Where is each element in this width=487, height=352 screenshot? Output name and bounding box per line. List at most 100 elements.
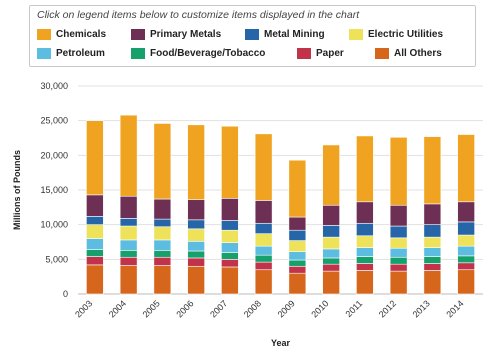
bar-segment-petroleum[interactable] (322, 248, 340, 259)
bar-segment-metal-mining[interactable] (86, 216, 104, 225)
bar-segment-chemicals[interactable] (356, 135, 374, 203)
bar-segment-electric-utilities[interactable] (86, 224, 104, 239)
bar-segment-metal-mining[interactable] (457, 221, 475, 236)
bar-segment-chemicals[interactable] (254, 133, 273, 201)
bar-segment-chemicals[interactable] (322, 144, 340, 206)
bar-segment-petroleum[interactable] (86, 238, 104, 250)
bar-segment-primary-metals[interactable] (457, 201, 475, 223)
bar-segment-food-beverage-tobacco[interactable] (322, 257, 340, 265)
bar-segment-metal-mining[interactable] (221, 220, 239, 231)
bar-segment-petroleum[interactable] (389, 247, 408, 258)
bar-segment-petroleum[interactable] (254, 245, 273, 256)
bar-segment-paper[interactable] (322, 263, 340, 272)
bar-segment-chemicals[interactable] (119, 114, 138, 197)
legend-item-electric-utilities[interactable]: Electric Utilities (349, 27, 443, 41)
bar-segment-food-beverage-tobacco[interactable] (221, 252, 239, 260)
bar-segment-all-others[interactable] (457, 269, 475, 295)
bar-segment-paper[interactable] (356, 263, 374, 271)
legend-item-primary-metals[interactable]: Primary Metals (131, 27, 221, 41)
bar-segment-paper[interactable] (457, 262, 475, 271)
bar-segment-primary-metals[interactable] (389, 204, 408, 227)
bar-segment-chemicals[interactable] (457, 134, 475, 203)
bar-segment-food-beverage-tobacco[interactable] (423, 256, 442, 264)
bar-segment-paper[interactable] (86, 256, 104, 266)
bar-segment-primary-metals[interactable] (423, 203, 442, 225)
bar-segment-metal-mining[interactable] (389, 225, 408, 239)
bar-segment-all-others[interactable] (221, 266, 239, 295)
bar-segment-chemicals[interactable] (288, 159, 307, 218)
legend-item-metal-mining[interactable]: Metal Mining (245, 27, 325, 41)
bar-segment-food-beverage-tobacco[interactable] (153, 250, 172, 258)
bar-segment-paper[interactable] (119, 256, 138, 266)
bar-segment-food-beverage-tobacco[interactable] (389, 256, 408, 265)
bar-segment-primary-metals[interactable] (221, 198, 239, 221)
bar-segment-all-others[interactable] (119, 265, 138, 295)
legend-item-chemicals[interactable]: Chemicals (37, 27, 106, 41)
bar-segment-electric-utilities[interactable] (322, 236, 340, 250)
bar-segment-chemicals[interactable] (389, 137, 408, 206)
bar-segment-petroleum[interactable] (221, 242, 239, 253)
bar-segment-primary-metals[interactable] (153, 198, 172, 220)
bar-segment-all-others[interactable] (356, 270, 374, 295)
bar-segment-paper[interactable] (389, 263, 408, 272)
bar-segment-chemicals[interactable] (221, 125, 239, 199)
bar-segment-electric-utilities[interactable] (389, 237, 408, 249)
bar-segment-paper[interactable] (288, 265, 307, 274)
bar-segment-electric-utilities[interactable] (423, 236, 442, 248)
bar-segment-primary-metals[interactable] (86, 194, 104, 217)
bar-segment-paper[interactable] (423, 263, 442, 271)
bar-segment-primary-metals[interactable] (119, 195, 138, 219)
legend-item-all-others[interactable]: All Others (375, 46, 442, 60)
bar-segment-all-others[interactable] (254, 269, 273, 295)
bar-segment-all-others[interactable] (153, 265, 172, 295)
bar-segment-metal-mining[interactable] (254, 222, 273, 234)
bar-segment-primary-metals[interactable] (187, 199, 205, 221)
bar-segment-all-others[interactable] (86, 264, 104, 295)
bar-segment-all-others[interactable] (187, 265, 205, 295)
bar-segment-electric-utilities[interactable] (356, 235, 374, 248)
legend-item-food-beverage-tobacco[interactable]: Food/Beverage/Tobacco (131, 46, 265, 60)
bar-segment-chemicals[interactable] (423, 136, 442, 205)
bar-segment-paper[interactable] (221, 259, 239, 268)
legend-item-paper[interactable]: Paper (297, 46, 344, 60)
bar-segment-chemicals[interactable] (187, 124, 205, 201)
bar-segment-petroleum[interactable] (288, 251, 307, 261)
bar-segment-metal-mining[interactable] (187, 219, 205, 230)
bar-segment-chemicals[interactable] (153, 123, 172, 200)
bar-segment-food-beverage-tobacco[interactable] (288, 259, 307, 267)
bar-segment-primary-metals[interactable] (288, 216, 307, 231)
bar-segment-petroleum[interactable] (153, 239, 172, 251)
bar-segment-electric-utilities[interactable] (153, 226, 172, 241)
bar-segment-metal-mining[interactable] (322, 225, 340, 238)
bar-segment-electric-utilities[interactable] (457, 234, 475, 247)
bar-segment-all-others[interactable] (288, 272, 307, 295)
bar-segment-petroleum[interactable] (187, 241, 205, 252)
bar-segment-all-others[interactable] (322, 270, 340, 295)
legend-item-petroleum[interactable]: Petroleum (37, 46, 105, 60)
bar-segment-electric-utilities[interactable] (288, 240, 307, 253)
bar-segment-paper[interactable] (254, 261, 273, 271)
bar-segment-all-others[interactable] (423, 270, 442, 295)
bar-segment-petroleum[interactable] (423, 247, 442, 257)
bar-segment-metal-mining[interactable] (423, 224, 442, 238)
bar-segment-metal-mining[interactable] (288, 229, 307, 241)
bar-segment-petroleum[interactable] (457, 245, 475, 257)
bar-segment-food-beverage-tobacco[interactable] (187, 250, 205, 259)
bar-segment-paper[interactable] (187, 257, 205, 267)
bar-segment-all-others[interactable] (389, 270, 408, 295)
bar-segment-electric-utilities[interactable] (254, 233, 273, 247)
bar-segment-electric-utilities[interactable] (221, 229, 239, 243)
bar-segment-food-beverage-tobacco[interactable] (356, 256, 374, 264)
bar-segment-petroleum[interactable] (119, 239, 138, 251)
bar-segment-food-beverage-tobacco[interactable] (86, 249, 104, 257)
bar-segment-electric-utilities[interactable] (187, 228, 205, 242)
bar-segment-petroleum[interactable] (356, 247, 374, 257)
bar-segment-food-beverage-tobacco[interactable] (457, 255, 475, 264)
bar-segment-metal-mining[interactable] (153, 218, 172, 228)
bar-segment-electric-utilities[interactable] (119, 225, 138, 241)
bar-segment-metal-mining[interactable] (356, 222, 374, 237)
bar-segment-paper[interactable] (153, 256, 172, 266)
bar-segment-chemicals[interactable] (86, 120, 104, 196)
bar-segment-food-beverage-tobacco[interactable] (119, 250, 138, 258)
bar-segment-primary-metals[interactable] (322, 204, 340, 226)
